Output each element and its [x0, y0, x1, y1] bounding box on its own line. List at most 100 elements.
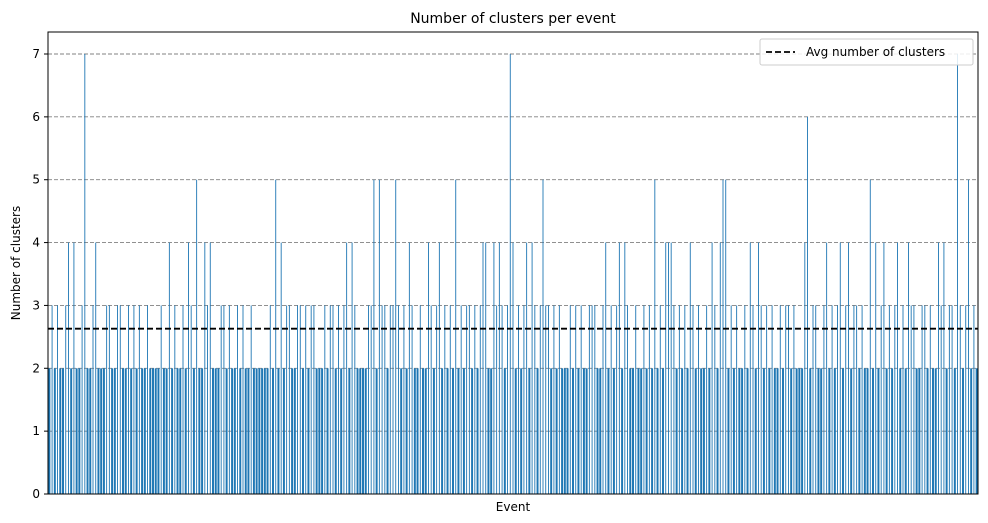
bar — [795, 368, 798, 494]
y-axis-ticks: 0 1 2 3 4 5 6 7 — [32, 47, 48, 501]
bar — [384, 305, 386, 494]
bar — [656, 368, 659, 494]
bar — [926, 368, 929, 494]
bar — [455, 179, 457, 494]
bar — [204, 242, 206, 494]
bar — [809, 368, 812, 494]
bar — [730, 305, 732, 494]
bar — [801, 368, 804, 494]
bar — [288, 305, 290, 494]
bar — [575, 305, 577, 494]
bar — [430, 305, 432, 494]
bar — [277, 368, 280, 494]
bar — [948, 305, 950, 494]
bar — [217, 368, 220, 494]
bar — [441, 368, 444, 494]
bar — [706, 305, 708, 494]
bar — [119, 305, 121, 494]
bar — [207, 305, 208, 494]
bar — [239, 368, 242, 494]
bar — [910, 305, 912, 494]
legend-label: Avg number of clusters — [806, 45, 945, 59]
bar — [190, 305, 192, 494]
bar — [820, 368, 823, 494]
bar — [861, 305, 863, 494]
bar — [539, 305, 541, 494]
bar — [143, 368, 146, 494]
bar — [746, 368, 749, 494]
bar — [563, 368, 566, 494]
bar — [725, 179, 727, 494]
bar — [51, 305, 53, 494]
bar — [853, 305, 855, 494]
bar — [782, 368, 784, 494]
y-tick-label: 3 — [32, 298, 40, 312]
bar — [776, 368, 779, 494]
bar — [858, 368, 861, 494]
bar — [228, 305, 230, 494]
bar — [708, 368, 711, 494]
bar — [866, 368, 869, 494]
bar — [758, 242, 759, 494]
bar — [428, 242, 429, 494]
bar — [59, 368, 62, 494]
bar — [968, 179, 969, 494]
bar — [220, 305, 222, 494]
bar — [542, 179, 544, 494]
bar — [179, 368, 182, 494]
bar — [291, 368, 294, 494]
bar — [904, 368, 907, 494]
bar — [514, 368, 517, 494]
bar — [607, 368, 610, 494]
bar — [468, 305, 470, 494]
bar — [466, 305, 468, 494]
chart-title: Number of clusters per event — [410, 11, 616, 27]
bar — [826, 242, 828, 494]
bar — [334, 368, 337, 494]
bar — [496, 305, 498, 494]
bar — [594, 305, 596, 494]
bar — [793, 305, 795, 494]
bar — [293, 368, 296, 494]
bar — [507, 305, 508, 494]
bar — [888, 305, 890, 494]
bar — [528, 368, 531, 494]
bar — [711, 242, 713, 494]
bar — [738, 368, 741, 494]
bar — [839, 242, 841, 494]
bar — [883, 242, 885, 494]
bar — [681, 368, 684, 494]
bar — [877, 368, 880, 494]
bar — [124, 368, 127, 494]
bar — [444, 305, 446, 494]
bar — [165, 368, 168, 494]
bar — [591, 305, 593, 494]
bar — [815, 305, 817, 494]
bar — [605, 242, 607, 494]
bar — [596, 368, 599, 494]
bar — [908, 242, 909, 494]
bar — [899, 368, 902, 494]
bar — [160, 305, 162, 494]
bar — [548, 305, 549, 494]
bar — [130, 368, 133, 494]
bar — [192, 368, 195, 494]
bar — [627, 305, 628, 494]
bar — [147, 305, 148, 494]
bar — [812, 305, 814, 494]
bar — [346, 242, 348, 494]
bar — [957, 54, 958, 494]
bar — [411, 305, 413, 494]
bar — [95, 242, 97, 494]
bar — [804, 242, 806, 494]
bar — [252, 368, 255, 494]
bar — [654, 179, 656, 494]
bar — [798, 368, 801, 494]
bar — [518, 305, 519, 494]
bar — [117, 305, 118, 494]
bar — [280, 242, 282, 494]
bar — [875, 242, 877, 494]
bar — [632, 368, 634, 494]
bar — [749, 242, 751, 494]
bar — [752, 305, 754, 494]
